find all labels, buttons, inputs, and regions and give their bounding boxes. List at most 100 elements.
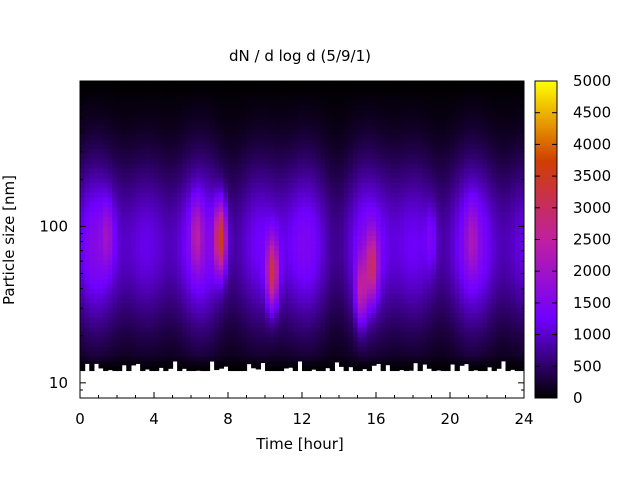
heatmap-cell	[93, 355, 100, 362]
heatmap-cell	[274, 302, 280, 309]
heatmap-cell	[297, 278, 303, 285]
heatmap-cell	[232, 346, 238, 352]
heatmap-cell	[265, 143, 271, 150]
heatmap-cell	[394, 148, 400, 154]
heatmap-cell	[297, 336, 303, 343]
heatmap-cell	[93, 211, 100, 217]
heatmap-cell	[241, 273, 248, 280]
heatmap-cell	[93, 360, 100, 364]
heatmap-cell	[376, 138, 382, 145]
heatmap-cell	[463, 307, 470, 314]
heatmap-cell	[352, 331, 359, 338]
heatmap-cell	[288, 288, 294, 294]
heatmap-cell	[454, 114, 460, 121]
heatmap-cell	[241, 264, 248, 270]
heatmap-cell	[403, 85, 409, 92]
heatmap-cell	[288, 360, 294, 367]
heatmap-cell	[158, 288, 164, 294]
heatmap-cell	[93, 235, 100, 241]
heatmap-cell	[237, 240, 243, 246]
heatmap-cell	[144, 153, 150, 159]
heatmap-cell	[440, 177, 446, 183]
heatmap-cell	[376, 153, 382, 159]
heatmap-cell	[399, 269, 405, 275]
heatmap-cell	[454, 153, 460, 159]
heatmap-cell	[167, 240, 174, 246]
heatmap-cell	[181, 307, 187, 314]
heatmap-cell	[385, 355, 391, 362]
heatmap-cell	[237, 182, 243, 188]
heatmap-cell	[167, 360, 174, 367]
heatmap-cell	[89, 109, 95, 116]
heatmap-cell	[98, 307, 104, 314]
heatmap-cell	[121, 278, 127, 285]
heatmap-cell	[408, 254, 414, 261]
heatmap-cell	[380, 129, 386, 135]
heatmap-cell	[297, 235, 303, 241]
heatmap-cell	[246, 240, 252, 246]
heatmap-cell	[389, 360, 396, 367]
heatmap-cell	[204, 235, 211, 241]
heatmap-cell	[84, 245, 90, 251]
heatmap-cell	[431, 341, 437, 347]
heatmap-cell	[84, 187, 90, 193]
heatmap-cell	[89, 322, 95, 328]
heatmap-cell	[130, 216, 137, 222]
heatmap-cell	[135, 211, 141, 217]
heatmap-cell	[302, 312, 308, 318]
heatmap-cell	[195, 264, 201, 270]
heatmap-cell	[265, 172, 271, 179]
heatmap-cell	[172, 95, 178, 101]
heatmap-cell	[352, 129, 359, 135]
heatmap-cell	[334, 134, 340, 140]
heatmap-cell	[228, 143, 234, 150]
heatmap-cell	[362, 143, 368, 150]
heatmap-cell	[195, 211, 201, 217]
heatmap-cell	[251, 298, 257, 304]
heatmap-cell	[167, 167, 174, 174]
heatmap-cell	[343, 312, 349, 318]
heatmap-cell	[84, 134, 90, 140]
heatmap-cell	[214, 138, 220, 145]
heatmap-cell	[241, 254, 248, 261]
heatmap-cell	[265, 346, 271, 352]
heatmap-cell	[107, 312, 113, 318]
heatmap-cell	[241, 191, 248, 198]
heatmap-cell	[306, 220, 312, 227]
heatmap-cell	[251, 129, 257, 135]
heatmap-cell	[315, 177, 322, 183]
heatmap-cell	[357, 134, 363, 140]
heatmap-cell	[130, 235, 137, 241]
heatmap-cell	[422, 90, 428, 97]
heatmap-cell	[436, 163, 442, 169]
heatmap-cell	[408, 322, 414, 328]
heatmap-cell	[389, 240, 396, 246]
heatmap-cell	[112, 158, 118, 164]
heatmap-cell	[200, 163, 206, 169]
heatmap-cell	[403, 341, 409, 347]
heatmap-cell	[463, 312, 470, 318]
heatmap-cell	[191, 220, 197, 227]
heatmap-cell	[362, 216, 368, 222]
heatmap-cell	[306, 360, 312, 367]
heatmap-cell	[283, 336, 289, 343]
heatmap-cell	[385, 172, 391, 179]
heatmap-cell	[426, 351, 433, 357]
heatmap-cell	[389, 119, 396, 126]
heatmap-cell	[426, 114, 433, 121]
heatmap-cell	[320, 206, 326, 212]
heatmap-cell	[417, 167, 423, 174]
heatmap-cell	[246, 109, 252, 116]
heatmap-cell	[195, 119, 201, 126]
heatmap-cell	[399, 216, 405, 222]
heatmap-cell	[311, 249, 317, 256]
heatmap-cell	[89, 249, 95, 256]
heatmap-cell	[204, 167, 211, 174]
heatmap-cell	[376, 336, 382, 343]
heatmap-cell	[399, 206, 405, 212]
heatmap-cell	[98, 327, 104, 333]
heatmap-cell	[348, 283, 354, 290]
heatmap-cell	[130, 177, 137, 183]
heatmap-cell	[181, 90, 187, 97]
heatmap-cell	[408, 187, 414, 193]
